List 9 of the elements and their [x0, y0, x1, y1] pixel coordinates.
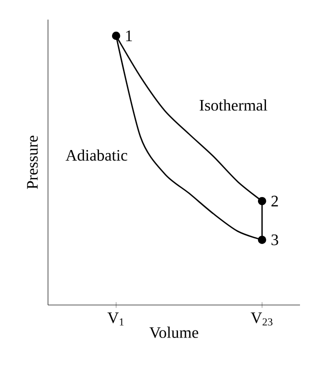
series-label: Isothermal [200, 99, 268, 111]
x-axis-title: Volume [149, 326, 198, 338]
annotation: 2 [271, 196, 278, 206]
annotation: 1 [126, 30, 132, 42]
x-tick-label: V$_{23}$ [250, 312, 272, 326]
series-label: Adiabatic [66, 149, 128, 161]
x-tick-label: V$_{1}$ [108, 312, 124, 326]
annotation: 3 [272, 234, 278, 246]
y-axis-title: Pressure [27, 136, 38, 189]
